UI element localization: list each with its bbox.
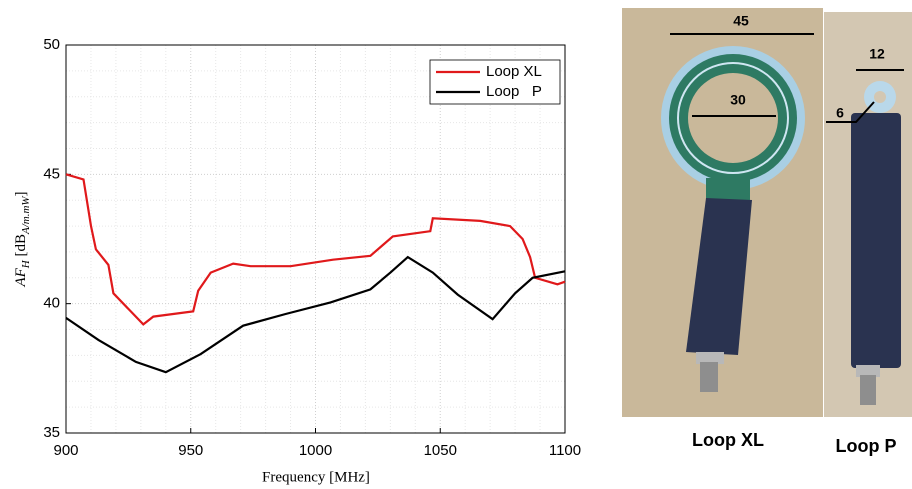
x-tick-label: 900 (53, 442, 78, 459)
legend-label: Loop XL (486, 63, 542, 80)
y-label-part: ] (13, 191, 29, 196)
x-tick-label: 1050 (424, 442, 457, 459)
series-line (65, 255, 566, 374)
y-tick-label: 50 (43, 36, 60, 53)
axes-box (65, 44, 566, 434)
y-label-part: [dB (13, 234, 29, 260)
x-tick-label: 1100 (549, 442, 581, 459)
x-tick-label: 1000 (299, 442, 332, 459)
caption: Loop XL (692, 430, 764, 450)
x-tick-label: 950 (178, 442, 203, 459)
y-label-part: H (20, 259, 32, 269)
dimension-label: 45 (733, 13, 749, 29)
y-tick-label: 35 (43, 424, 60, 441)
x-axis-label: Frequency [MHz] (262, 469, 370, 485)
series-line (65, 173, 566, 326)
plot-area (66, 45, 565, 433)
dimension-label: 6 (836, 105, 844, 121)
legend-box (429, 59, 561, 105)
dimension-label: 12 (869, 46, 885, 62)
photo (622, 8, 912, 417)
y-tick-label: 40 (43, 295, 60, 312)
caption: Loop P (836, 436, 897, 456)
y-tick-label: 45 (43, 165, 60, 182)
y-axis-label: AFH [dBA/m.mW] (13, 191, 31, 287)
dimension-label: 30 (730, 92, 746, 108)
y-label-part: A/m.mW (20, 196, 32, 235)
legend-label: Loop P (486, 83, 542, 100)
y-label-part: AF (13, 267, 29, 287)
